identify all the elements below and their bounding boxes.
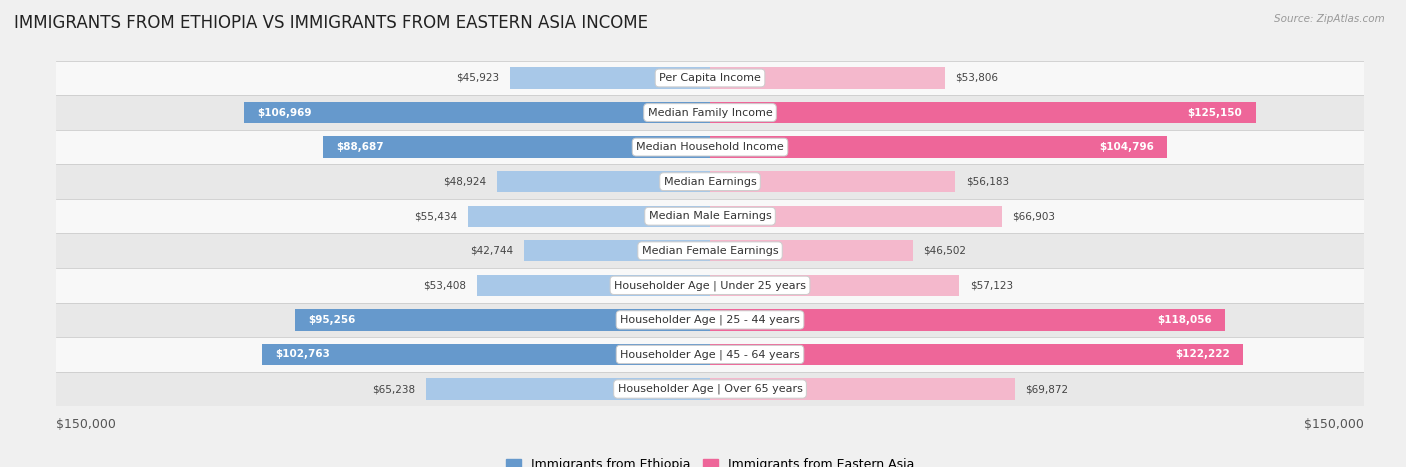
- Text: $104,796: $104,796: [1099, 142, 1154, 152]
- Bar: [56, 130, 1364, 164]
- Text: $125,150: $125,150: [1188, 107, 1243, 118]
- Text: Median Earnings: Median Earnings: [664, 177, 756, 187]
- Bar: [468, 205, 710, 227]
- Bar: [710, 205, 1001, 227]
- Bar: [56, 199, 1364, 234]
- Text: $55,434: $55,434: [415, 211, 457, 221]
- Text: Median Household Income: Median Household Income: [636, 142, 785, 152]
- Bar: [295, 309, 710, 331]
- Text: $45,923: $45,923: [456, 73, 499, 83]
- Text: Median Female Earnings: Median Female Earnings: [641, 246, 779, 256]
- Bar: [477, 275, 710, 296]
- Bar: [496, 171, 710, 192]
- Text: $122,222: $122,222: [1175, 349, 1230, 360]
- Bar: [56, 337, 1364, 372]
- Text: $150,000: $150,000: [1303, 418, 1364, 432]
- Bar: [710, 344, 1243, 365]
- Text: $57,123: $57,123: [970, 280, 1014, 290]
- Bar: [56, 234, 1364, 268]
- Legend: Immigrants from Ethiopia, Immigrants from Eastern Asia: Immigrants from Ethiopia, Immigrants fro…: [501, 453, 920, 467]
- Text: $69,872: $69,872: [1025, 384, 1069, 394]
- Bar: [710, 136, 1167, 158]
- Text: $66,903: $66,903: [1012, 211, 1056, 221]
- Bar: [56, 61, 1364, 95]
- Text: Householder Age | Under 25 years: Householder Age | Under 25 years: [614, 280, 806, 290]
- Text: Median Male Earnings: Median Male Earnings: [648, 211, 772, 221]
- Text: $46,502: $46,502: [924, 246, 966, 256]
- Bar: [710, 240, 912, 262]
- Bar: [523, 240, 710, 262]
- Bar: [56, 268, 1364, 303]
- Bar: [56, 303, 1364, 337]
- Text: $65,238: $65,238: [371, 384, 415, 394]
- Bar: [56, 95, 1364, 130]
- Text: $95,256: $95,256: [308, 315, 356, 325]
- Text: $150,000: $150,000: [56, 418, 117, 432]
- Text: Median Family Income: Median Family Income: [648, 107, 772, 118]
- Text: IMMIGRANTS FROM ETHIOPIA VS IMMIGRANTS FROM EASTERN ASIA INCOME: IMMIGRANTS FROM ETHIOPIA VS IMMIGRANTS F…: [14, 14, 648, 32]
- Bar: [710, 275, 959, 296]
- Text: $106,969: $106,969: [257, 107, 311, 118]
- Bar: [243, 102, 710, 123]
- Bar: [323, 136, 710, 158]
- Text: Per Capita Income: Per Capita Income: [659, 73, 761, 83]
- Text: $102,763: $102,763: [276, 349, 330, 360]
- Text: Householder Age | 25 - 44 years: Householder Age | 25 - 44 years: [620, 315, 800, 325]
- Text: $118,056: $118,056: [1157, 315, 1212, 325]
- Bar: [510, 67, 710, 89]
- Bar: [710, 102, 1256, 123]
- Bar: [426, 378, 710, 400]
- Bar: [710, 67, 945, 89]
- Text: Householder Age | Over 65 years: Householder Age | Over 65 years: [617, 384, 803, 394]
- Bar: [710, 171, 955, 192]
- Bar: [710, 378, 1015, 400]
- Text: $88,687: $88,687: [336, 142, 384, 152]
- Text: Householder Age | 45 - 64 years: Householder Age | 45 - 64 years: [620, 349, 800, 360]
- Text: $42,744: $42,744: [470, 246, 513, 256]
- Bar: [710, 309, 1225, 331]
- Text: Source: ZipAtlas.com: Source: ZipAtlas.com: [1274, 14, 1385, 24]
- Text: $48,924: $48,924: [443, 177, 486, 187]
- Text: $53,806: $53,806: [956, 73, 998, 83]
- Bar: [56, 164, 1364, 199]
- Bar: [56, 372, 1364, 406]
- Bar: [262, 344, 710, 365]
- Text: $53,408: $53,408: [423, 280, 467, 290]
- Text: $56,183: $56,183: [966, 177, 1010, 187]
